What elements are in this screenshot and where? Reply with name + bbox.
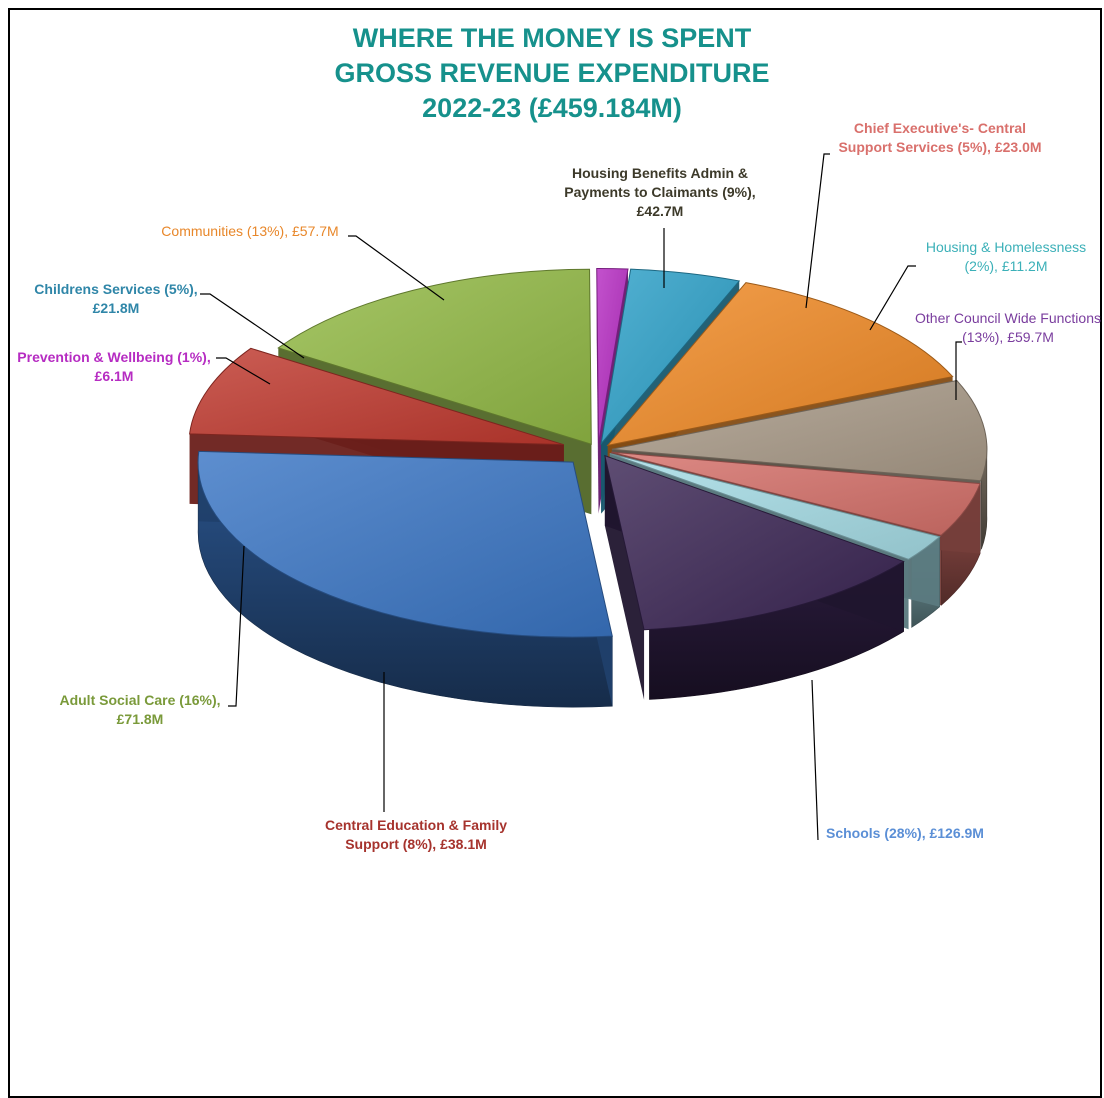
leader-line-schools [811,679,819,841]
data-label-schools: Schools (28%), £126.9M [826,825,984,841]
leader-line-adult-social-care [228,545,245,707]
leader-line-communities [348,235,445,301]
data-label-other-council: Other Council Wide Functions [915,310,1101,326]
data-label-other-council: (13%), £59.7M [962,329,1054,345]
data-label-chief-executives: Chief Executive's- Central [854,120,1026,136]
pie-slice-housing-benefits [611,379,988,482]
data-label-adult-social-care: Adult Social Care (16%), [59,692,220,708]
pie-tops [188,267,988,638]
data-label-childrens-services: Childrens Services (5%), [34,281,197,297]
pie-slice-prevention-wellbeing [596,267,629,444]
pie-slice-housing-homelessness [609,453,941,560]
pie-slice-childrens-services [600,268,741,446]
data-label-chief-executives: Support Services (5%), £23.0M [838,139,1041,155]
pie-slice-central-education [188,347,565,446]
data-label-housing-benefits: Payments to Claimants (9%), [564,184,755,200]
leader-line-childrens-services [200,293,305,359]
data-label-housing-homelessness: (2%), £11.2M [965,258,1048,274]
data-label-housing-benefits: Housing Benefits Admin & [572,165,748,181]
chart-title-line: 2022-23 (£459.184M) [422,93,682,123]
leader-line-prevention-wellbeing [216,357,271,385]
chart-title-line: WHERE THE MONEY IS SPENT [353,23,752,53]
pie-slice-adult-social-care [277,268,592,445]
pie-slice-cut-other-council [604,455,645,700]
pie-slice-other-council [604,454,905,631]
pie-slice-chief-executives [611,451,981,536]
data-label-prevention-wellbeing: £6.1M [95,368,134,384]
data-label-childrens-services: £21.8M [93,300,140,316]
pie-slice-communities [606,282,954,447]
data-label-central-education: Support (8%), £38.1M [345,836,487,852]
leader-line-housing-homelessness [869,265,916,331]
data-label-housing-homelessness: Housing & Homelessness [926,239,1086,255]
data-label-central-education: Central Education & Family [325,817,507,833]
data-label-adult-social-care: £71.8M [117,711,164,727]
chart-title-line: GROSS REVENUE EXPENDITURE [334,58,769,88]
pie-labels: Schools (28%), £126.9M Central Education … [17,120,1101,852]
pie-slice-schools [197,450,613,638]
data-label-housing-benefits: £42.7M [637,203,684,219]
leader-line-other-council [955,341,962,400]
data-label-prevention-wellbeing: Prevention & Wellbeing (1%), [17,349,210,365]
leader-line-chief-executives [805,153,830,309]
data-label-communities: Communities (13%), £57.7M [161,223,338,239]
